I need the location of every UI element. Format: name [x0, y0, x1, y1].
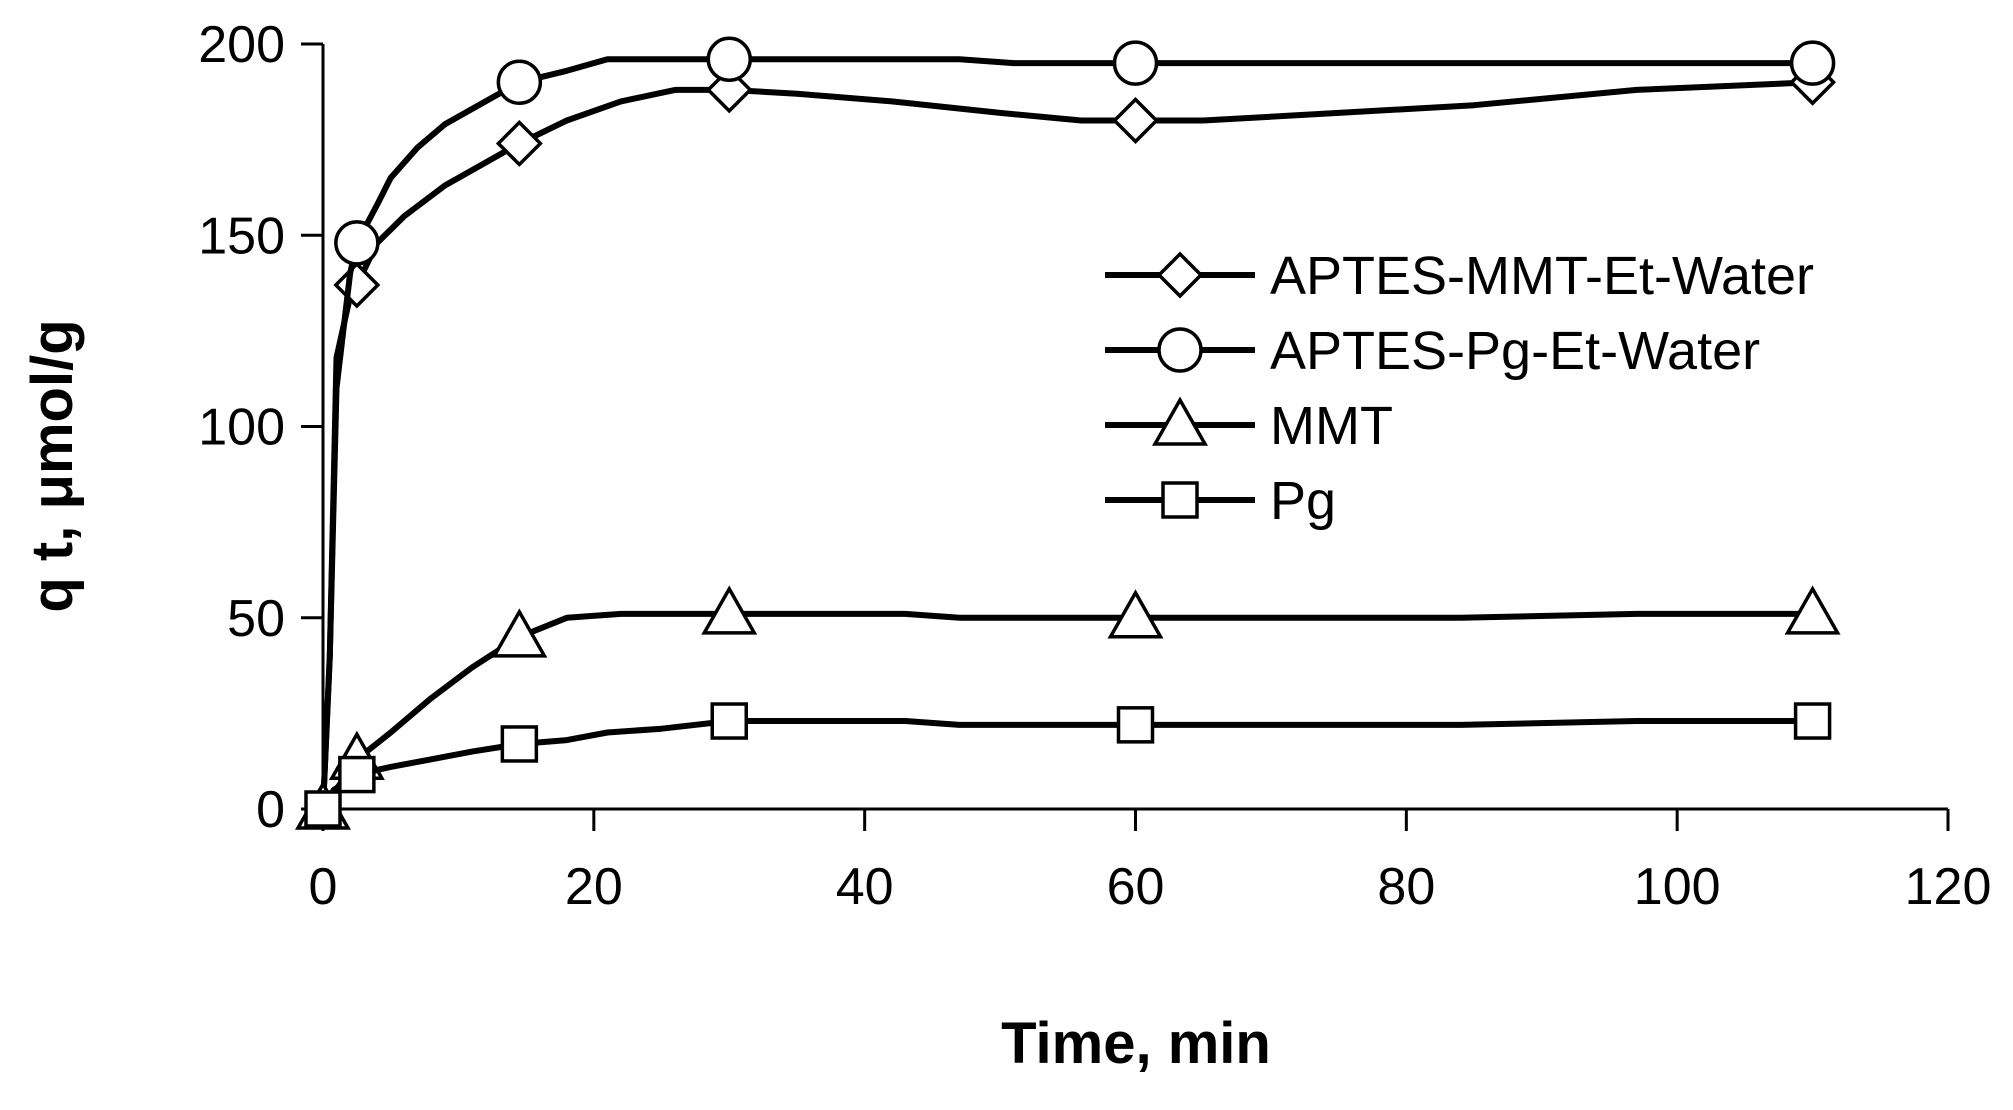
- series-square: [304, 702, 1832, 828]
- series-diamond: [320, 58, 1837, 812]
- x-tick-label: 20: [565, 858, 623, 916]
- x-tick-label: 120: [1905, 858, 1992, 916]
- legend-marker-diamond: [1156, 251, 1204, 299]
- data-point-triangle: [701, 585, 758, 635]
- x-tick-label: 40: [836, 858, 894, 916]
- data-point-triangle: [1107, 589, 1164, 639]
- legend-item: Pg: [1105, 471, 1336, 531]
- legend: APTES-MMT-Et-Water APTES-Pg-Et-Water MMT Pg: [1105, 246, 1814, 531]
- y-tick-label: 100: [198, 399, 285, 457]
- data-point-square: [338, 755, 376, 794]
- data-point-square: [304, 790, 342, 828]
- legend-marker-square: [1161, 481, 1199, 519]
- x-tick-label: 0: [309, 858, 338, 916]
- data-point-diamond: [333, 261, 381, 309]
- data-point-triangle: [491, 608, 548, 658]
- data-point-circle: [1112, 40, 1159, 86]
- x-tick-label: 100: [1634, 858, 1721, 916]
- series-line: [320, 610, 1816, 812]
- legend-label: APTES-MMT-Et-Water: [1270, 246, 1814, 306]
- x-tick-label: 80: [1377, 858, 1435, 916]
- legend-marker-triangle: [1151, 396, 1209, 446]
- y-tick-label: 0: [256, 781, 285, 839]
- y-tick-label: 200: [198, 16, 285, 74]
- legend-label: MMT: [1270, 396, 1393, 456]
- legend-item: APTES-Pg-Et-Water: [1105, 321, 1760, 381]
- y-tick-label: 50: [227, 590, 285, 648]
- data-point-circle: [1789, 40, 1836, 86]
- series-circle: [320, 36, 1836, 812]
- legend-item: MMT: [1105, 396, 1393, 456]
- data-point-diamond: [495, 119, 543, 167]
- legend-label: APTES-Pg-Et-Water: [1270, 321, 1760, 381]
- legend-label: Pg: [1270, 471, 1336, 531]
- series-line: [320, 56, 1816, 812]
- data-point-triangle: [1784, 585, 1841, 635]
- data-point-circle: [706, 36, 752, 83]
- legend-marker-circle: [1157, 327, 1203, 373]
- x-axis-title: Time, min: [1001, 1011, 1271, 1076]
- series-line: [320, 718, 1816, 812]
- data-point-circle: [496, 59, 543, 105]
- data-point-square: [500, 725, 539, 763]
- axes: 0 50 100 150 200 0 20 40 60 80 100 120: [198, 16, 1991, 916]
- y-tick-label: 150: [198, 207, 285, 265]
- series-triangle: [294, 585, 1841, 830]
- series-line: [320, 79, 1816, 812]
- legend-item: APTES-MMT-Et-Water: [1105, 246, 1814, 306]
- data-point-circle: [334, 220, 380, 266]
- data-point-square: [1116, 706, 1155, 744]
- y-axis-title: q t, μmol/g: [20, 319, 85, 612]
- data-point-square: [710, 702, 748, 740]
- data-point-diamond: [1112, 97, 1159, 144]
- x-tick-label: 60: [1107, 858, 1165, 916]
- data-point-square: [1793, 702, 1832, 740]
- series-layer: [294, 36, 1841, 830]
